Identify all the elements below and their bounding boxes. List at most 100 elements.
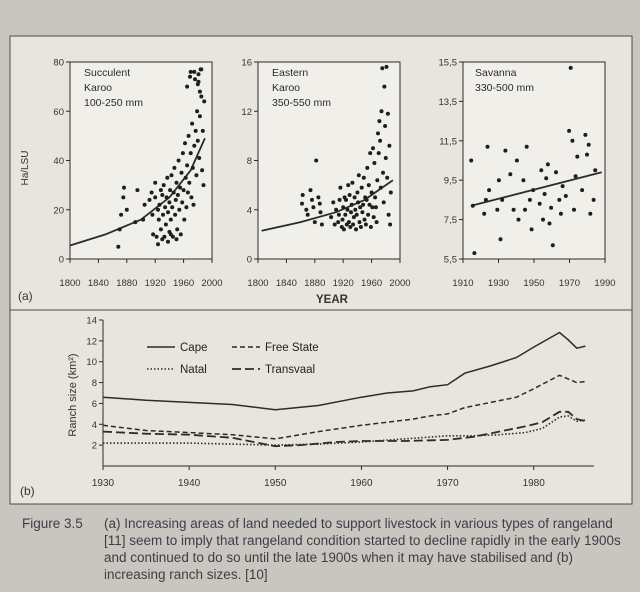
subplot-2-data-point — [373, 205, 378, 210]
subplot-2-data-point — [336, 212, 341, 217]
subplot-2-data-point — [310, 197, 314, 202]
subplot-3-x-tick-label: 1910 — [452, 278, 473, 289]
subplot-1-title-line: 100-250 mm — [84, 97, 143, 109]
subplot-3-data-point — [558, 211, 563, 216]
subplot-1-y-tick-label: 80 — [53, 58, 64, 69]
subplot-2-data-point — [383, 124, 388, 128]
subplot-2-data-point — [388, 190, 393, 195]
subplot-2-data-point — [380, 66, 385, 71]
subplot-2-y-tick-label: 0 — [247, 255, 252, 266]
subplot-1-data-point — [168, 188, 173, 193]
subplot-2-data-point — [357, 220, 362, 225]
subplot-2-data-point — [304, 207, 309, 212]
subplot-1-data-point — [178, 232, 183, 237]
series-line-cape — [102, 331, 586, 411]
subplot-1-data-point — [202, 99, 207, 104]
subplot-3-data-point — [529, 227, 534, 232]
subplot-3-data-point — [591, 197, 596, 202]
panel-a-x-axis-label: YEAR — [316, 294, 349, 306]
subplot-1-data-point — [122, 185, 126, 190]
subplot-2-data-point — [370, 205, 375, 210]
subplot-2-data-point — [316, 195, 321, 200]
subplot-3-trend-line — [470, 171, 602, 207]
subplot-3-data-point — [568, 65, 573, 70]
subplot-2-data-point — [336, 220, 341, 225]
subplot-3-data-point — [557, 197, 562, 202]
subplot-3-data-point — [523, 207, 527, 212]
subplot-3-data-point — [542, 192, 547, 196]
subplot-1-data-point — [147, 197, 152, 202]
subplot-1-data-point — [200, 168, 205, 173]
subplot-2-data-point — [369, 190, 374, 195]
subplot-2-data-point — [347, 193, 352, 197]
subplot-1-data-point — [156, 217, 161, 222]
panel-b-y-axis-label: Ranch size (km²) — [67, 353, 79, 436]
subplot-1-data-point — [173, 197, 178, 202]
subplot-1-data-point — [150, 212, 155, 217]
subplot-3-data-point — [485, 144, 490, 149]
subplot-2-data-point — [305, 212, 310, 217]
subplot-1-data-point — [197, 156, 202, 160]
subplot-3-data-point — [469, 158, 474, 163]
subplot-1-data-point — [163, 222, 168, 227]
subplot-2-data-point — [358, 225, 363, 229]
subplot-2-data-point — [382, 84, 387, 89]
subplot-2-data-point — [341, 227, 346, 232]
panel-b-y-tick-label: 10 — [86, 357, 97, 368]
subplot-1-data-point — [166, 210, 170, 215]
subplot-2-data-point — [375, 178, 380, 183]
subplot-1-trend-line — [69, 137, 206, 247]
subplot-1-data-point — [156, 242, 160, 247]
subplot-1-data-point — [165, 175, 170, 180]
subplot-3-y-tick-label: 11,5 — [439, 136, 457, 147]
subplot-2-data-point — [354, 227, 358, 232]
panel-a-y-axis-label: Ha/LSU — [20, 150, 31, 185]
subplot-2-data-point — [338, 185, 343, 190]
figure-caption-label: Figure 3.5 — [22, 516, 83, 531]
subplot-2-title-line: Eastern — [272, 67, 308, 79]
subplot-1-data-point — [121, 195, 126, 200]
subplot-3-data-point — [547, 221, 552, 226]
subplot-2-data-point — [381, 200, 386, 205]
subplot-2-data-point — [349, 202, 354, 207]
subplot-3-data-point — [521, 178, 526, 183]
subplot-1-data-point — [153, 195, 158, 200]
subplot-1-y-tick-label: 40 — [53, 156, 64, 167]
subplot-1-data-point — [174, 180, 179, 185]
subplot-2-data-point — [366, 183, 371, 188]
legend-label-natal: Natal — [180, 364, 207, 376]
subplot-3-data-point — [580, 188, 585, 193]
subplot-1-data-point — [133, 220, 138, 225]
subplot-2-data-point — [367, 202, 372, 207]
subplot-2-x-tick-label: 1880 — [304, 278, 325, 289]
legend-label-free-state: Free State — [265, 342, 319, 354]
subplot-2-data-point — [312, 220, 317, 225]
subplot-1-data-point — [196, 79, 201, 84]
subplot-1-data-point — [178, 185, 183, 190]
subplot-1-title-line: Succulent — [84, 67, 130, 79]
subplot-1-data-point — [183, 141, 187, 146]
subplot-3-x-tick-label: 1970 — [559, 278, 580, 289]
subplot-1-data-point — [179, 170, 184, 175]
panel-b-label: (b) — [20, 484, 35, 498]
panel-b-x-tick-label: 1960 — [350, 478, 373, 489]
subplot-2-y-tick-label: 8 — [247, 156, 252, 167]
subplot-1-data-point — [154, 234, 159, 239]
subplot-1-data-point — [168, 217, 173, 222]
legend-label-cape: Cape — [180, 342, 208, 354]
subplot-2-data-point — [349, 210, 353, 215]
panel-a-label: (a) — [18, 289, 33, 303]
subplot-3-data-point — [593, 168, 598, 173]
subplot-1-data-point — [149, 190, 154, 195]
subplot-2-x-tick-label: 1960 — [361, 278, 382, 289]
subplot-1-data-point — [195, 138, 200, 143]
subplot-1-data-point — [185, 163, 190, 168]
subplot-1-data-point — [166, 239, 170, 244]
subplot-2-data-point — [386, 212, 391, 217]
subplot-3-data-point — [560, 184, 565, 189]
panel-b-frame — [9, 309, 633, 505]
subplot-2-data-point — [366, 212, 371, 217]
subplot-1-data-point — [197, 114, 202, 119]
subplot-2-data-point — [361, 202, 366, 207]
subplot-2-y-tick-label: 4 — [247, 205, 252, 216]
